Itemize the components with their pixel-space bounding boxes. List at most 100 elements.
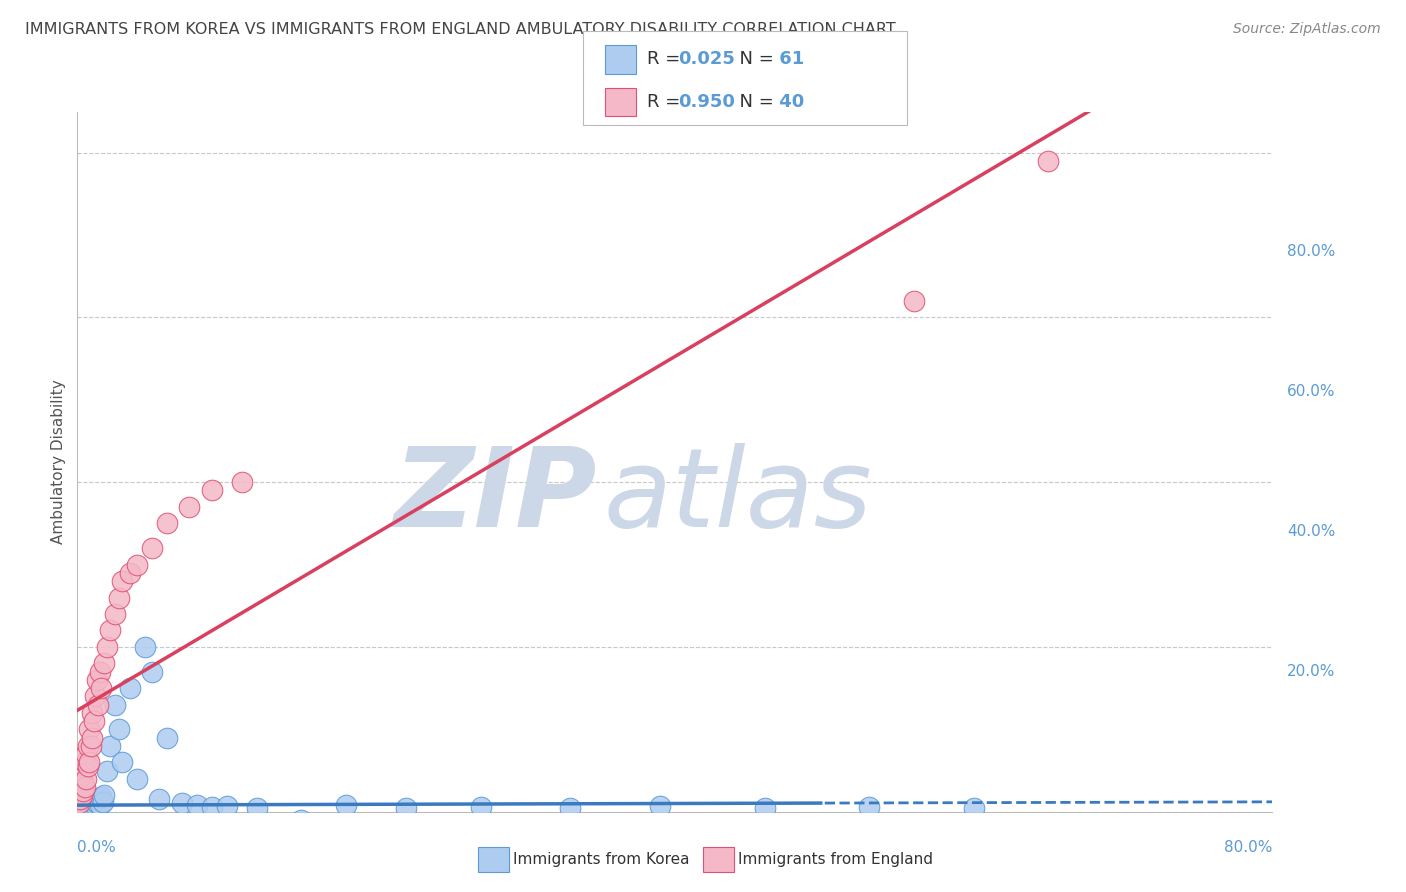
Point	[72, 784, 94, 798]
Point	[70, 789, 93, 803]
Point	[69, 789, 91, 803]
Point	[215, 799, 238, 814]
Text: Immigrants from Korea: Immigrants from Korea	[513, 853, 690, 867]
Point	[98, 624, 121, 638]
Point	[82, 799, 104, 814]
Text: 80.0%: 80.0%	[1225, 839, 1272, 855]
Point	[83, 797, 105, 812]
Point	[76, 792, 98, 806]
Point	[290, 813, 312, 827]
Point	[141, 541, 163, 555]
Point	[186, 798, 208, 813]
Point	[79, 723, 101, 737]
Point	[156, 731, 179, 745]
Point	[87, 698, 110, 712]
Point	[118, 566, 141, 580]
Point	[73, 801, 96, 815]
Point	[75, 795, 97, 809]
Point	[858, 799, 880, 814]
Text: N =: N =	[728, 93, 780, 111]
Point	[90, 789, 112, 804]
Point	[648, 799, 671, 814]
Point	[1038, 153, 1060, 168]
Point	[76, 739, 98, 753]
Point	[70, 792, 93, 806]
Point	[395, 800, 418, 814]
Point	[84, 794, 107, 808]
Point	[79, 756, 101, 770]
Point	[73, 756, 96, 770]
Point	[80, 739, 103, 753]
Text: 60.0%: 60.0%	[1286, 384, 1336, 399]
Text: atlas: atlas	[603, 443, 872, 550]
Point	[84, 690, 107, 704]
Point	[82, 731, 104, 745]
Text: R =: R =	[647, 93, 686, 111]
Point	[79, 789, 101, 804]
Point	[80, 795, 103, 809]
Point	[87, 791, 110, 805]
Point	[75, 772, 97, 786]
Point	[67, 797, 90, 811]
Point	[560, 800, 582, 814]
Point	[91, 795, 114, 809]
Point	[70, 797, 93, 812]
Point	[201, 483, 224, 498]
Point	[90, 681, 112, 695]
Point	[470, 799, 492, 814]
Text: 0.025: 0.025	[678, 51, 734, 69]
Point	[72, 764, 94, 778]
Point	[76, 799, 98, 814]
Point	[72, 789, 94, 804]
Text: 0.950: 0.950	[678, 93, 734, 111]
Point	[201, 799, 224, 814]
Point	[70, 787, 93, 801]
Point	[83, 714, 105, 728]
Point	[69, 798, 91, 813]
Point	[76, 759, 98, 773]
Point	[89, 798, 111, 813]
Point	[80, 800, 103, 814]
Point	[67, 789, 90, 803]
Point	[73, 791, 96, 805]
Point	[127, 772, 149, 786]
Point	[79, 798, 101, 813]
Point	[903, 293, 925, 308]
Point	[246, 800, 269, 814]
Point	[111, 574, 134, 588]
Point	[72, 796, 94, 810]
Point	[98, 739, 121, 753]
Point	[70, 801, 93, 815]
Point	[86, 673, 108, 687]
Text: ZIP: ZIP	[394, 443, 598, 550]
Point	[335, 798, 357, 813]
Point	[75, 800, 97, 814]
Point	[104, 607, 127, 621]
Text: N =: N =	[728, 51, 780, 69]
Y-axis label: Ambulatory Disability: Ambulatory Disability	[51, 379, 66, 544]
Text: 61: 61	[773, 51, 804, 69]
Point	[104, 698, 127, 712]
Point	[73, 780, 96, 794]
Point	[179, 500, 201, 514]
Point	[108, 591, 131, 605]
Point	[127, 558, 149, 572]
Text: 0.0%: 0.0%	[77, 839, 117, 855]
Point	[75, 747, 97, 761]
Point	[231, 475, 253, 490]
Text: R =: R =	[647, 51, 686, 69]
Point	[96, 764, 118, 778]
Text: 40.0%: 40.0%	[1286, 524, 1336, 539]
Text: Immigrants from England: Immigrants from England	[738, 853, 934, 867]
Point	[93, 657, 115, 671]
Text: Source: ZipAtlas.com: Source: ZipAtlas.com	[1233, 22, 1381, 37]
Point	[69, 802, 91, 816]
Point	[73, 797, 96, 811]
Text: 40: 40	[773, 93, 804, 111]
Point	[141, 665, 163, 679]
Point	[69, 795, 91, 809]
Point	[72, 799, 94, 814]
Point	[118, 681, 141, 695]
Point	[67, 797, 90, 811]
Point	[86, 797, 108, 811]
